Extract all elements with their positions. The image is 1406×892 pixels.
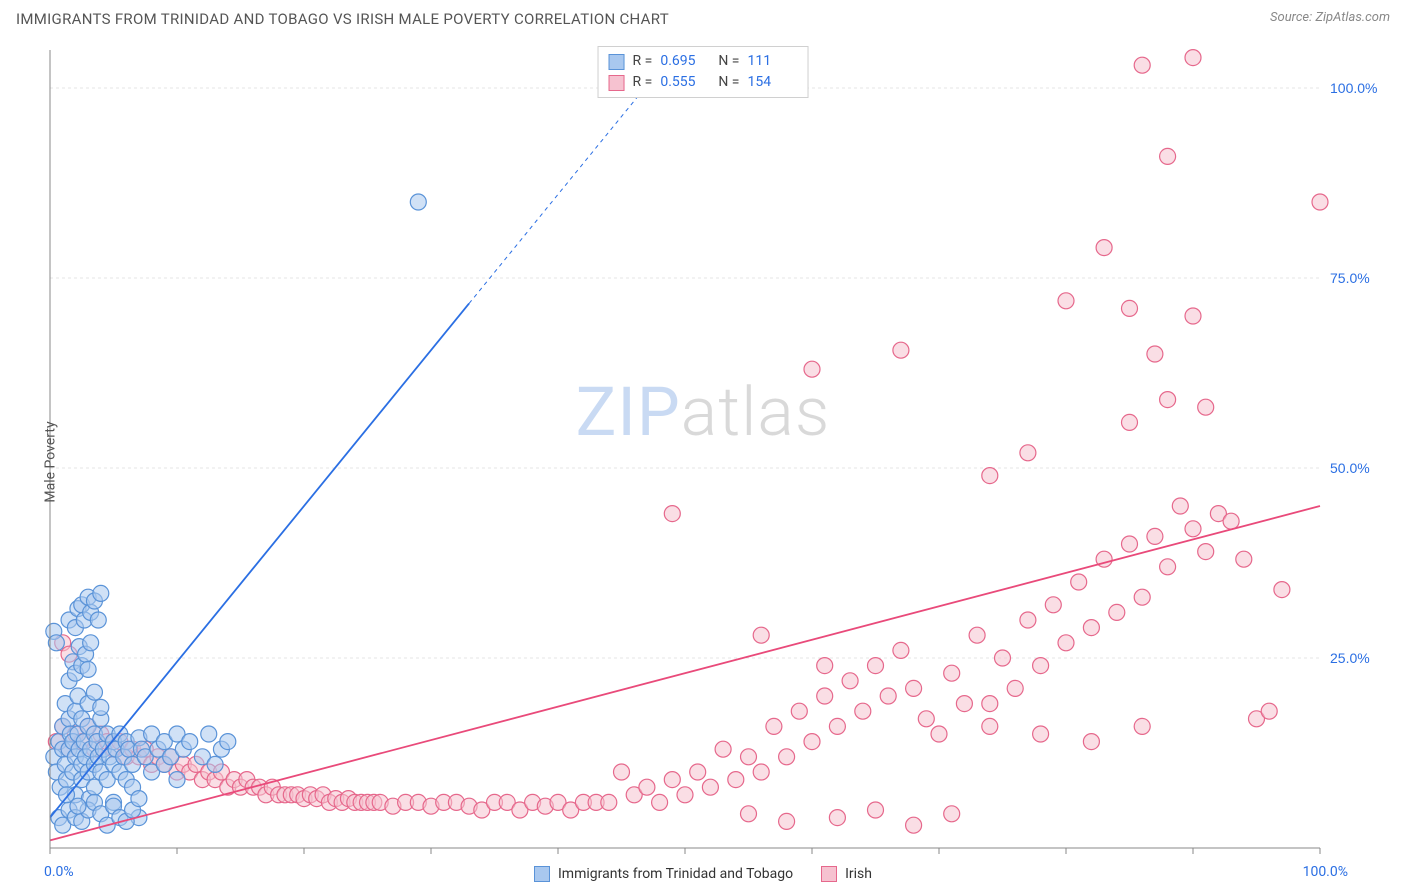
r-label: R = [633, 51, 653, 72]
swatch-trinidad [609, 54, 625, 70]
n-value-irish: 154 [747, 72, 797, 93]
svg-text:100.0%: 100.0% [1330, 80, 1377, 96]
n-value-trinidad: 111 [747, 51, 797, 72]
legend-item-trinidad: Immigrants from Trinidad and Tobago [534, 866, 793, 882]
correlation-legend: R = 0.695 N = 111 R = 0.555 N = 154 [598, 46, 809, 98]
swatch-irish [609, 75, 625, 91]
y-axis-label: Male Poverty [43, 421, 59, 502]
legend-item-irish: Irish [821, 866, 872, 882]
r-label: R = [633, 72, 653, 93]
scatter-chart: 25.0% 50.0% 75.0% 100.0% [14, 42, 1392, 882]
series-legend: Immigrants from Trinidad and Tobago Iris… [534, 866, 872, 882]
chart-area: Male Poverty 25.0%50.0%75.0%100.0% ZIPat… [14, 42, 1392, 882]
r-value-trinidad: 0.695 [660, 51, 710, 72]
x-min-label: 0.0% [44, 864, 74, 880]
chart-title: IMMIGRANTS FROM TRINIDAD AND TOBAGO VS I… [16, 10, 669, 28]
n-label: N = [718, 51, 739, 72]
legend-row-trinidad: R = 0.695 N = 111 [609, 51, 798, 72]
source-name: ZipAtlas.com [1315, 10, 1390, 25]
svg-text:25.0%: 25.0% [1330, 650, 1370, 666]
svg-text:75.0%: 75.0% [1330, 270, 1370, 286]
source-attribution: Source: ZipAtlas.com [1270, 10, 1390, 25]
source-label: Source: [1270, 10, 1315, 25]
n-label: N = [718, 72, 739, 93]
legend-label-trinidad: Immigrants from Trinidad and Tobago [558, 866, 793, 882]
legend-label-irish: Irish [845, 866, 872, 882]
legend-row-irish: R = 0.555 N = 154 [609, 72, 798, 93]
legend-swatch-irish [821, 866, 837, 882]
x-max-label: 100.0% [1303, 864, 1348, 880]
svg-text:50.0%: 50.0% [1330, 460, 1370, 476]
r-value-irish: 0.555 [660, 72, 710, 93]
legend-swatch-trinidad [534, 866, 550, 882]
